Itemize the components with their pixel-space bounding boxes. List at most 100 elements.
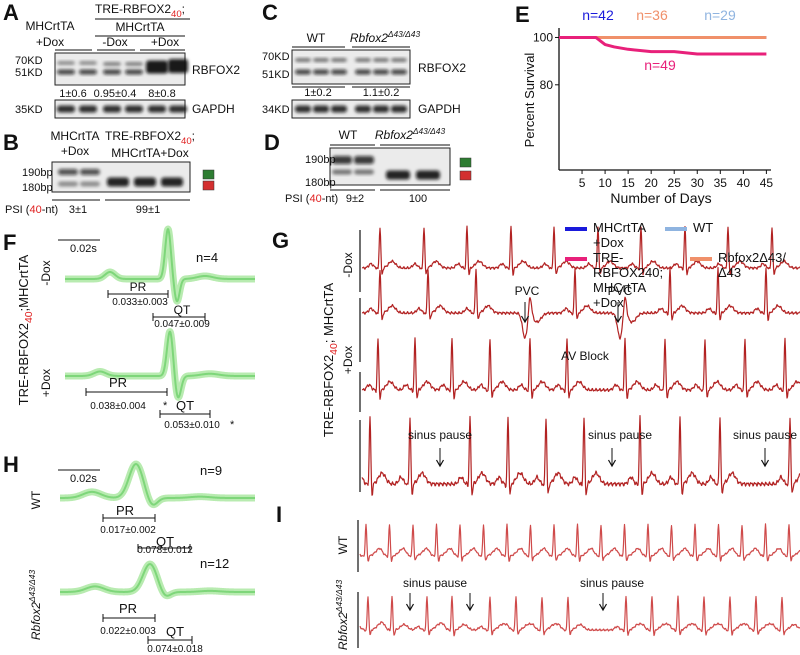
- label: 190bp: [305, 154, 336, 166]
- x-tick-label: 20: [644, 176, 658, 190]
- ecg-trace: [361, 267, 800, 340]
- color-key: [202, 180, 215, 191]
- legend-entry: MHCrtTA +Dox: [565, 220, 665, 250]
- label: 100: [409, 193, 427, 205]
- label: sinus pause: [580, 576, 644, 590]
- label: 0.074±0.018: [147, 644, 203, 655]
- blot-band: [416, 170, 440, 180]
- label: PVC: [515, 284, 540, 298]
- text-part: 40: [309, 193, 321, 205]
- label: 1±0.6: [59, 88, 86, 100]
- panel-letter: A: [3, 0, 19, 25]
- blot-band: [57, 105, 75, 113]
- annotation: n=49: [644, 57, 676, 73]
- blot-band: [332, 169, 352, 175]
- label: 0.95±0.4: [94, 88, 137, 100]
- legend-swatch: [690, 257, 712, 261]
- y-axis-label: Percent Survival: [522, 53, 537, 148]
- blot-band: [313, 105, 329, 113]
- arrow-head: [760, 459, 770, 468]
- label: TRE-RBFOX240;MHCrtTA: [16, 254, 35, 405]
- x-tick-label: 30: [691, 176, 705, 190]
- label: 1±0.2: [304, 87, 331, 99]
- label: TRE-RBFOX240;: [105, 129, 195, 147]
- text-part: TRE-RBFOX2: [105, 129, 181, 143]
- label: Rbfox2Δ43/Δ43: [334, 580, 350, 651]
- label: WT: [336, 535, 350, 554]
- label: WT: [339, 128, 358, 142]
- label: sinus pause: [403, 576, 467, 590]
- text-part: ;: [192, 129, 195, 143]
- text-part: 40: [24, 311, 35, 323]
- label: MHCrtTA: [50, 129, 99, 143]
- blot-band: [125, 62, 143, 66]
- label: 34KD: [262, 104, 290, 116]
- blot-band: [57, 69, 75, 75]
- label: AV Block: [561, 349, 610, 363]
- blot-band: [79, 69, 97, 75]
- panel-letter: B: [3, 130, 19, 155]
- annotation: n=42: [582, 7, 614, 23]
- text-part: -nt): [42, 204, 59, 216]
- label: 51KD: [15, 67, 43, 79]
- blot-band: [134, 177, 156, 187]
- y-tick-label: 80: [540, 78, 554, 92]
- x-tick-label: 15: [621, 176, 635, 190]
- label: -Dox: [341, 252, 355, 277]
- label: TRE-RBFOX240; MHCrtTA: [321, 283, 340, 438]
- legend-entry: TRE-RBFOX240; MHCrtTA +Dox: [565, 250, 665, 310]
- x-tick-label: 10: [598, 176, 612, 190]
- arrow-head: [607, 459, 617, 468]
- blot-band: [355, 105, 371, 113]
- x-tick-label: 5: [579, 176, 586, 190]
- label: +Dox: [341, 346, 355, 374]
- label: 0.02s: [70, 473, 97, 485]
- blot-band: [161, 177, 183, 187]
- label: 0.053±0.010: [164, 420, 220, 431]
- blot-band: [79, 61, 97, 65]
- text-part: 40: [171, 9, 182, 20]
- label: n=4: [196, 250, 218, 265]
- blot-band: [295, 69, 311, 75]
- label: 0.038±0.004: [90, 401, 146, 412]
- text-part: 40: [181, 136, 192, 147]
- text-part: Rbfox2: [29, 602, 43, 640]
- label: 3±1: [69, 204, 87, 216]
- legend-label: WT: [693, 220, 714, 235]
- x-axis-label: Number of Days: [610, 190, 711, 206]
- label: MHCrtTA+Dox: [111, 146, 188, 160]
- legend-swatch: [565, 227, 587, 231]
- label: +Dox: [39, 369, 53, 397]
- label: n=12: [200, 556, 229, 571]
- average-trace: [59, 563, 256, 597]
- blot-band: [331, 105, 347, 113]
- label: PSI (40-nt): [5, 204, 58, 216]
- label: GAPDH: [192, 102, 235, 116]
- blot-band: [80, 181, 100, 187]
- text-part: Rbfox2: [336, 612, 350, 650]
- label: n=9: [200, 463, 222, 478]
- label: sinus pause: [408, 428, 472, 442]
- label: QT: [156, 534, 174, 549]
- label: -Dox: [102, 35, 127, 49]
- label: 35KD: [15, 104, 43, 116]
- label: 1.1±0.2: [363, 87, 400, 99]
- arrow-head: [435, 459, 445, 468]
- blot-band: [331, 58, 347, 62]
- blot: [51, 161, 191, 193]
- blot-band: [58, 169, 78, 175]
- label: RBFOX2: [192, 63, 240, 77]
- blot-band: [354, 169, 374, 175]
- legend-entry: WT: [665, 220, 745, 235]
- blot-band: [79, 105, 97, 113]
- legend-swatch: [665, 227, 687, 231]
- panel-letter: H: [3, 452, 19, 477]
- blot-band: [354, 156, 374, 164]
- panel-letter: F: [3, 230, 16, 255]
- blot-band: [331, 69, 347, 75]
- series-line: [559, 35, 767, 56]
- label: 9±2: [346, 193, 364, 205]
- text-part: PSI (: [285, 193, 310, 205]
- blot-band: [313, 58, 329, 62]
